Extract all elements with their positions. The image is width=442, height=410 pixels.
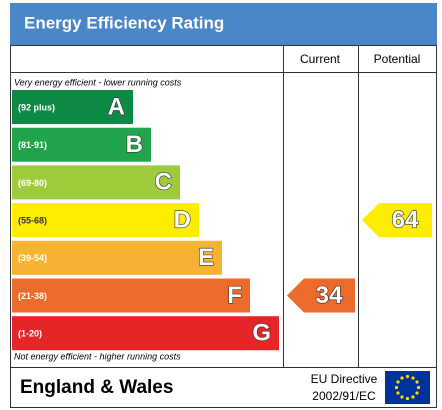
top-note: Very energy efficient - lower running co… xyxy=(14,77,182,87)
frame xyxy=(10,45,437,408)
band-range: (81-91) xyxy=(18,140,47,150)
band-bar xyxy=(12,316,279,351)
band-bar xyxy=(12,278,250,313)
directive: EU Directive xyxy=(311,372,378,386)
star xyxy=(400,376,404,380)
bottom-note: Not energy efficient - higher running co… xyxy=(14,351,181,361)
region: England & Wales xyxy=(20,377,173,398)
current-value: 34 xyxy=(316,282,343,309)
star xyxy=(396,391,400,395)
band-range: (69-80) xyxy=(18,178,47,188)
star xyxy=(405,396,410,401)
star xyxy=(396,380,400,384)
band-range: (1-20) xyxy=(18,329,42,339)
star xyxy=(415,380,419,384)
band-bar xyxy=(12,90,133,124)
band-letter: A xyxy=(108,93,125,120)
band-letter: E xyxy=(198,244,214,271)
band-range: (92 plus) xyxy=(18,102,55,112)
star xyxy=(411,376,415,380)
title: Energy Efficiency Rating xyxy=(24,13,224,32)
band-letter: G xyxy=(252,320,271,347)
band-range: (21-38) xyxy=(18,291,47,301)
potential-header: Potential xyxy=(374,52,421,66)
star xyxy=(405,374,410,379)
band-letter: B xyxy=(126,131,143,158)
directive-code: 2002/91/EC xyxy=(312,389,376,403)
eu-stars xyxy=(394,374,421,401)
band-bar xyxy=(12,127,151,162)
star xyxy=(415,391,419,395)
band-range: (55-68) xyxy=(18,215,47,225)
potential-arrow xyxy=(362,203,432,238)
potential-value: 64 xyxy=(392,206,419,233)
band-letter: F xyxy=(227,282,242,309)
star xyxy=(411,395,415,399)
star xyxy=(394,385,399,390)
band-letter: C xyxy=(155,169,172,196)
current-header: Current xyxy=(300,52,341,66)
title-bar xyxy=(10,3,437,45)
current-arrow xyxy=(287,278,355,313)
band-bar xyxy=(12,203,199,238)
band-bar xyxy=(12,240,222,275)
band-letter: D xyxy=(174,206,191,233)
star xyxy=(400,395,404,399)
star xyxy=(416,385,421,390)
band-bar xyxy=(12,165,180,200)
band-range: (39-54) xyxy=(18,253,47,263)
